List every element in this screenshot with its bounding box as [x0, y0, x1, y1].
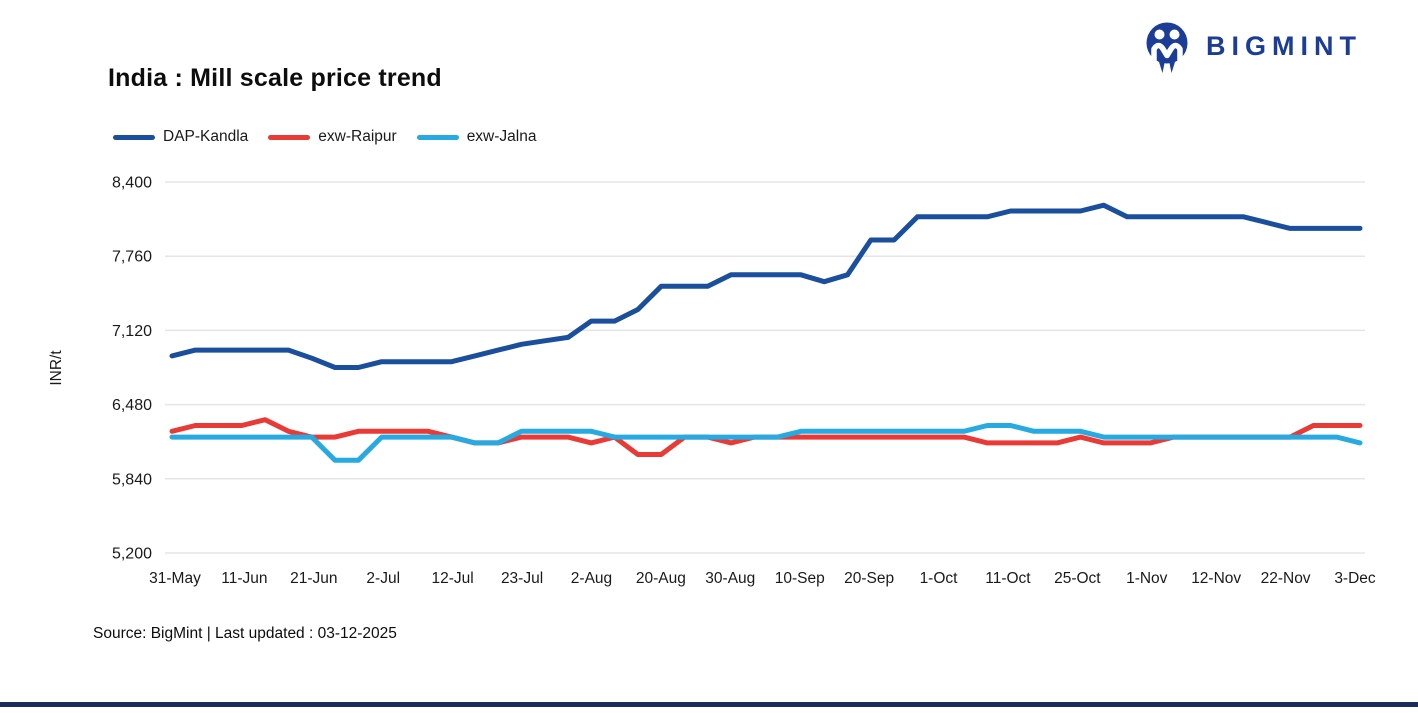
legend-item-exw-jalna[interactable]: exw-Jalna — [416, 128, 537, 146]
legend-swatch-exw-jalna — [416, 134, 459, 140]
legend-swatch-dap-kandla — [113, 134, 155, 140]
gridlines — [165, 181, 1365, 554]
legend-label-exw-raipur: exw-Raipur — [318, 128, 397, 145]
series-line-exw-jalna — [169, 423, 1363, 463]
svg-text:20-Sep: 20-Sep — [844, 570, 894, 587]
svg-text:6,480: 6,480 — [112, 397, 152, 414]
y-axis-ticks: 5,200 5,840 6,480 7,120 7,760 8,400 — [112, 175, 152, 563]
bigmint-logo-text: BIGMINT — [1206, 31, 1362, 61]
svg-text:3-Dec: 3-Dec — [1334, 570, 1376, 587]
bigmint-logo: BIGMINT — [1145, 22, 1362, 80]
svg-text:5,840: 5,840 — [112, 471, 152, 488]
legend-label-dap-kandla: DAP-Kandla — [163, 128, 249, 145]
svg-text:1-Oct: 1-Oct — [920, 570, 959, 587]
svg-text:11-Oct: 11-Oct — [985, 570, 1031, 587]
source-note: Source: BigMint | Last updated : 03-12-2… — [93, 625, 397, 642]
svg-text:23-Jul: 23-Jul — [501, 570, 543, 587]
legend-swatch-exw-raipur — [268, 134, 311, 140]
svg-text:20-Aug: 20-Aug — [636, 570, 686, 587]
svg-text:10-Sep: 10-Sep — [775, 570, 825, 587]
footer-accent-bar — [0, 702, 1418, 707]
svg-text:1-Nov: 1-Nov — [1126, 570, 1168, 587]
svg-text:21-Jun: 21-Jun — [290, 570, 337, 587]
legend-item-dap-kandla[interactable]: DAP-Kandla — [113, 128, 248, 146]
svg-text:5,200: 5,200 — [112, 546, 152, 563]
svg-text:22-Nov: 22-Nov — [1261, 570, 1311, 587]
svg-text:7,760: 7,760 — [112, 249, 152, 266]
svg-text:12-Jul: 12-Jul — [432, 570, 474, 587]
svg-text:7,120: 7,120 — [112, 323, 152, 340]
svg-text:11-Jun: 11-Jun — [221, 570, 267, 587]
svg-text:12-Nov: 12-Nov — [1191, 570, 1241, 587]
svg-text:31-May: 31-May — [149, 570, 201, 587]
svg-text:2-Aug: 2-Aug — [571, 570, 612, 587]
svg-text:8,400: 8,400 — [112, 175, 152, 192]
svg-text:2-Jul: 2-Jul — [366, 570, 400, 587]
legend-label-exw-jalna: exw-Jalna — [466, 128, 537, 145]
legend-item-exw-raipur[interactable]: exw-Raipur — [268, 128, 397, 146]
x-axis-ticks: 31-May 11-Jun 21-Jun 2-Jul 12-Jul 23-Jul 2-Aug… — [149, 570, 1376, 587]
svg-text:25-Oct: 25-Oct — [1054, 570, 1101, 587]
series-line-dap-kandla — [169, 202, 1363, 370]
chart-legend: DAP-Kandla exw-Raipur exw-Jalna — [113, 128, 536, 146]
bigmint-logo-icon — [1145, 22, 1193, 80]
page-title: India : Mill scale price trend — [108, 64, 442, 92]
svg-text:30-Aug: 30-Aug — [705, 570, 755, 587]
